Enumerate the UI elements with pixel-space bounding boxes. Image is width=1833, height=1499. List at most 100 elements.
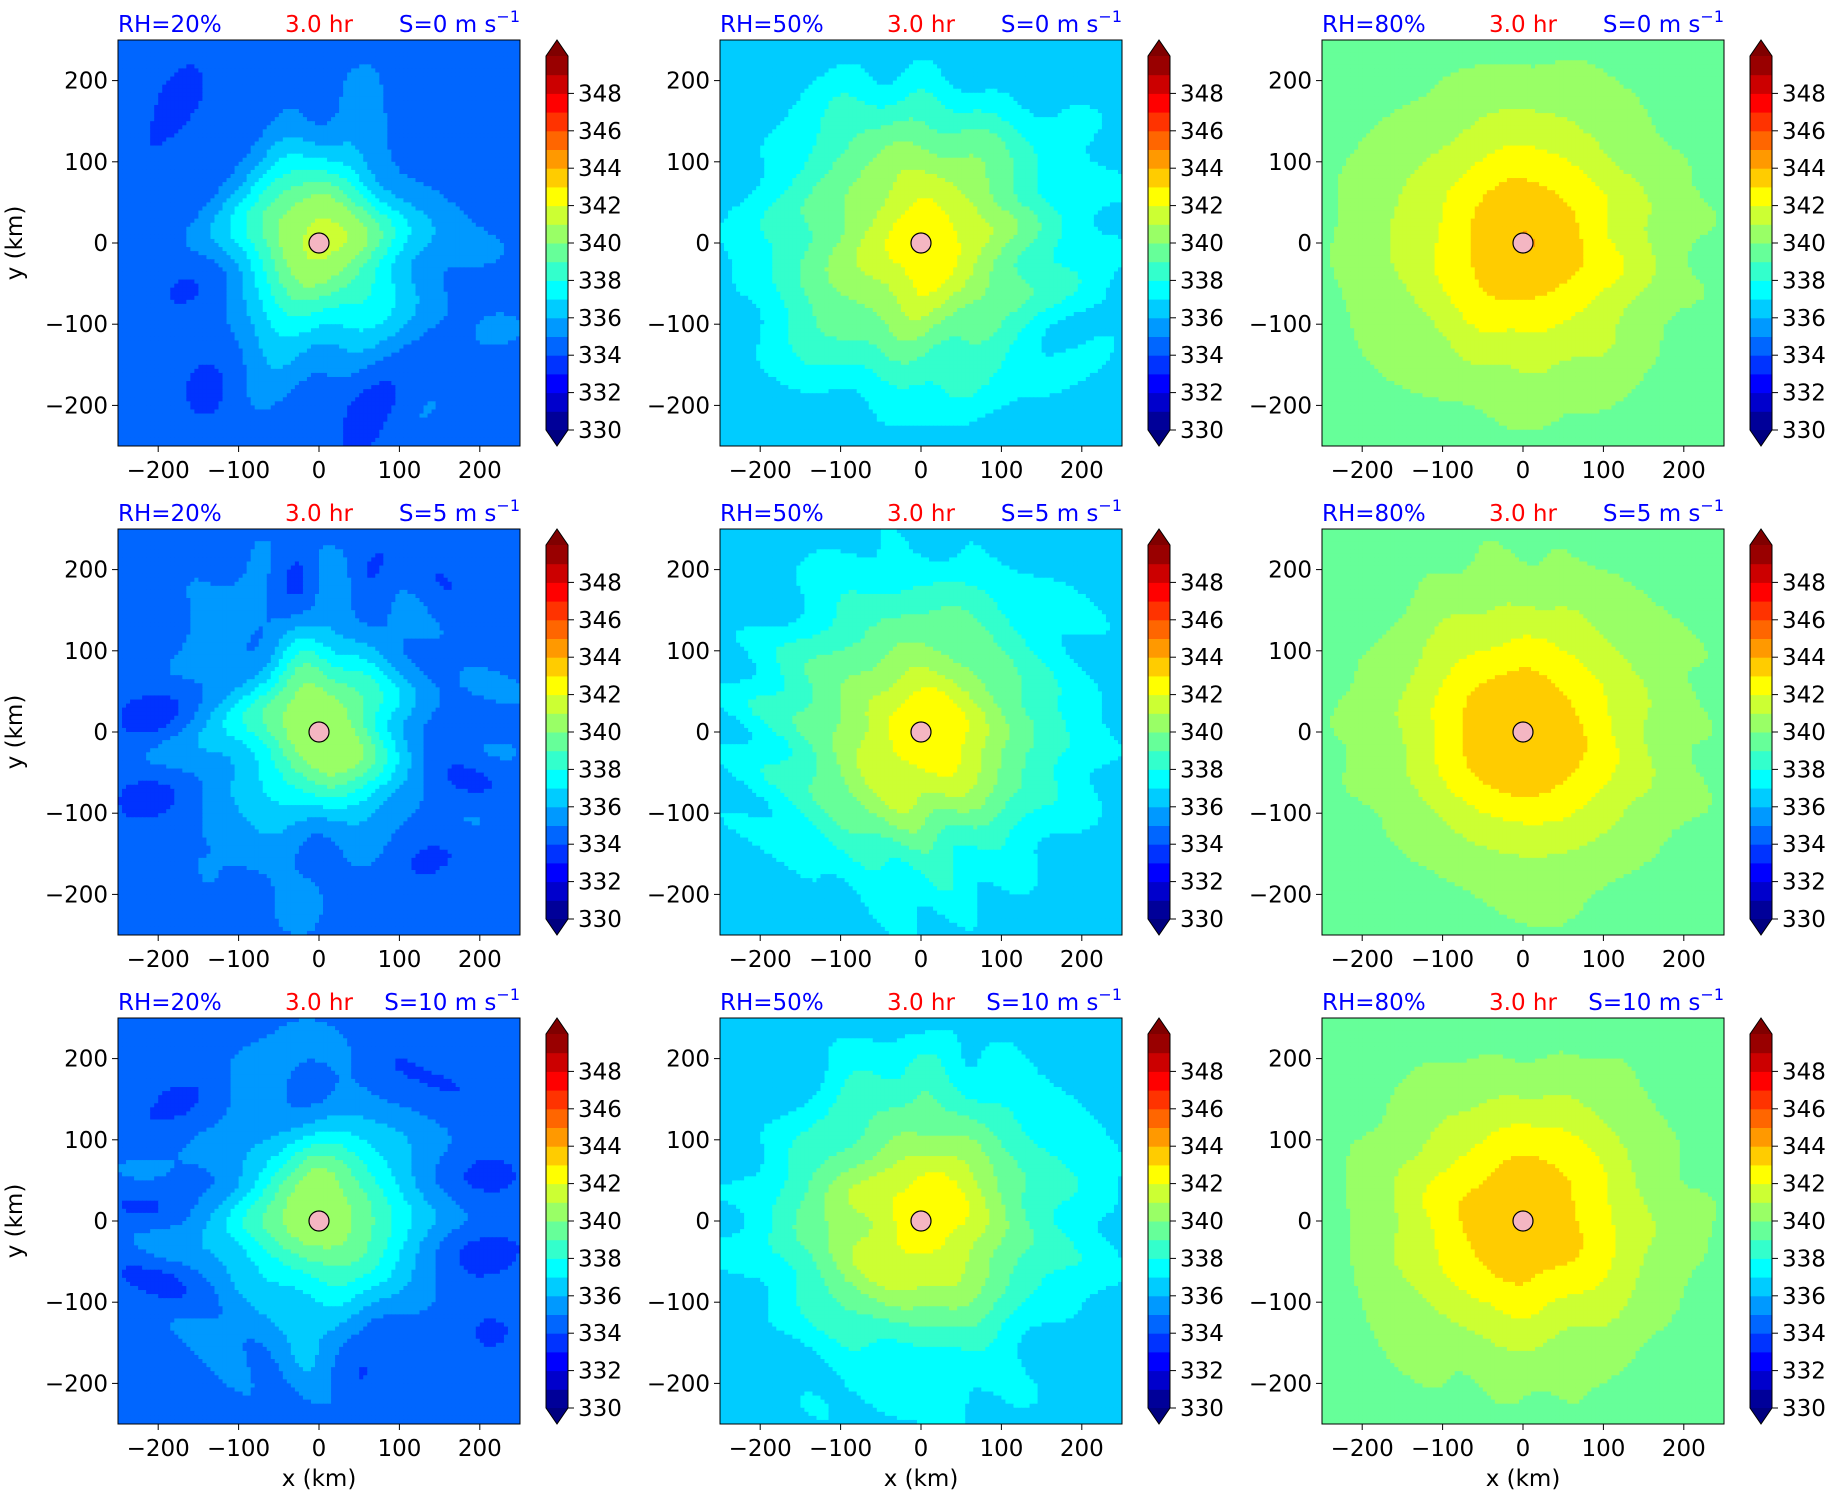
panel-rh-label: RH=50% [720,501,824,527]
colorbar-bin [1148,639,1170,658]
colorbar-bin [1148,1240,1170,1259]
colorbar-bin [1148,56,1170,75]
colorbar-tick-label: 332 [578,870,622,896]
colorbar-bin [1148,112,1170,131]
colorbar-tick-label: 342 [578,683,622,709]
colorbar-tick-label: 346 [1782,608,1826,634]
colorbar-bin [1750,337,1772,356]
colorbar-bin [1148,601,1170,620]
panel-rh-label: RH=20% [118,501,222,527]
colorbar-tick-label: 342 [578,1172,622,1198]
colorbar-tick-label: 346 [1180,608,1224,634]
y-tick-label: −200 [45,882,108,908]
colorbar-bin [1148,1165,1170,1184]
colorbar-tick-label: 336 [1782,306,1826,332]
colorbar-bin [546,337,568,356]
colorbar-tick-label: 332 [1782,1359,1826,1385]
colorbar-bin [546,150,568,169]
panel-shear-label: S=0 m s−1 [1603,7,1724,38]
colorbar-bin [1148,1277,1170,1296]
colorbar-bin [1750,1221,1772,1240]
colorbar-bin [1148,243,1170,262]
colorbar-bin [1148,1371,1170,1390]
colorbar-bin [1750,262,1772,281]
colorbar-tick-label: 338 [1782,1246,1826,1272]
colorbar-tick-label: 344 [1180,1134,1224,1160]
y-tick-label: −200 [1249,393,1312,419]
storm-center-marker [1513,233,1533,253]
colorbar-tick-label: 342 [1782,1172,1826,1198]
colorbar-bin [1750,93,1772,112]
colorbar-tick-label: 338 [1180,268,1224,294]
colorbar-tick-label: 338 [578,268,622,294]
colorbar-bin [546,1277,568,1296]
y-tick-label: −200 [647,1371,710,1397]
colorbar-bin [1750,56,1772,75]
colorbar-tick-label: 334 [1180,832,1224,858]
y-tick-label: 0 [695,231,710,257]
colorbar-bin [546,1352,568,1371]
colorbar-bin [546,243,568,262]
y-tick-label: 0 [695,1209,710,1235]
colorbar-tick-label: 340 [578,1209,622,1235]
storm-center-marker [309,1211,329,1231]
colorbar-tick-label: 330 [1782,907,1826,933]
colorbar-bin [1148,224,1170,243]
colorbar-bin [1750,206,1772,225]
storm-center-marker [1513,722,1533,742]
colorbar-tick-label: 332 [1180,381,1224,407]
colorbar-tick-label: 330 [1180,907,1224,933]
colorbar-bin [1148,318,1170,337]
colorbar-bin [1750,1296,1772,1315]
colorbar-bin [1750,1240,1772,1259]
x-tick-label: 100 [979,458,1023,484]
colorbar-bin [1148,150,1170,169]
y-tick-label: −100 [45,1290,108,1316]
colorbar-extend-max [1750,1018,1772,1034]
colorbar-bin [1750,1315,1772,1334]
panel-shear-label: S=10 m s−1 [384,985,520,1016]
x-tick-label: −100 [809,1436,872,1462]
panel-shear-label: S=10 m s−1 [1588,985,1724,1016]
y-tick-label: 200 [666,69,710,95]
colorbar-tick-label: 348 [1782,570,1826,596]
panel-rh-label: RH=80% [1322,12,1426,38]
colorbar-bin [1750,112,1772,131]
panel-time-label: 3.0 hr [887,501,955,527]
colorbar-bin [1148,1258,1170,1277]
x-tick-label: −100 [207,1436,270,1462]
x-tick-label: 0 [1516,947,1531,973]
x-tick-label: −100 [1411,1436,1474,1462]
panel-time-label: 3.0 hr [1489,501,1557,527]
colorbar-tick-label: 340 [1782,720,1826,746]
colorbar-bin [1750,769,1772,788]
colorbar-tick-label: 330 [578,1396,622,1422]
colorbar-bin [1750,168,1772,187]
colorbar-bin [1148,788,1170,807]
colorbar-extend-min [546,430,568,446]
x-tick-label: −200 [1331,458,1394,484]
panel-rh-label: RH=50% [720,12,824,38]
colorbar-bin [546,1202,568,1221]
colorbar-extend-max [1148,1018,1170,1034]
y-tick-label: −100 [45,801,108,827]
x-tick-label: 200 [1060,947,1104,973]
colorbar-bin [546,1034,568,1053]
y-tick-label: 100 [1268,639,1312,665]
colorbar-bin [1148,807,1170,826]
colorbar-bin [1750,657,1772,676]
colorbar-extend-min [1750,919,1772,935]
colorbar-extend-min [546,1408,568,1424]
colorbar-bin [1148,564,1170,583]
colorbar-bin [546,1315,568,1334]
y-tick-label: −100 [1249,801,1312,827]
colorbar-bin [1148,131,1170,150]
colorbar-tick-label: 334 [578,343,622,369]
colorbar-tick-label: 332 [1180,870,1224,896]
